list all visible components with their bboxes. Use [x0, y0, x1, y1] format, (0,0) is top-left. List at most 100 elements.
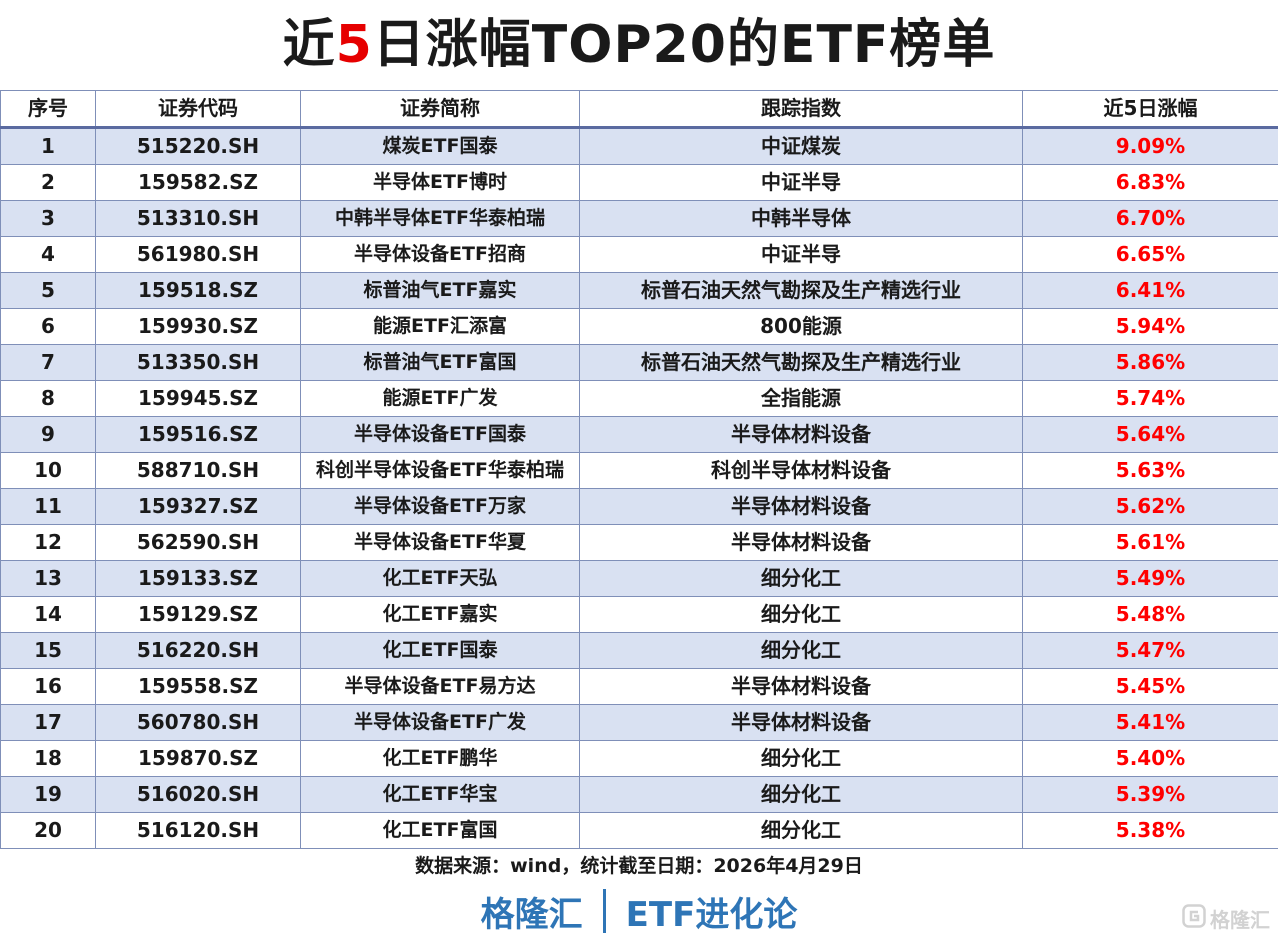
cell-name: 能源ETF广发	[300, 380, 580, 417]
cell-change: 6.83%	[1022, 164, 1278, 201]
table-header-row: 序号 证券代码 证券简称 跟踪指数 近5日涨幅	[0, 90, 1278, 129]
cell-name: 半导体设备ETF国泰	[300, 416, 580, 453]
cell-index: 细分化工	[579, 560, 1023, 597]
source-note: 数据来源：wind，统计截至日期：2026年4月29日	[415, 855, 863, 877]
table-row: 19 516020.SH 化工ETF华宝 细分化工 5.39%	[0, 776, 1278, 813]
table-row: 2 159582.SZ 半导体ETF博时 中证半导 6.83%	[0, 164, 1278, 201]
cell-rank: 17	[0, 704, 96, 741]
cell-change: 9.09%	[1022, 127, 1278, 165]
cell-rank: 1	[0, 127, 96, 165]
cell-change: 5.38%	[1022, 812, 1278, 849]
table-row: 15 516220.SH 化工ETF国泰 细分化工 5.47%	[0, 632, 1278, 669]
cell-rank: 11	[0, 488, 96, 525]
cell-index: 半导体材料设备	[579, 488, 1023, 525]
cell-name: 化工ETF富国	[300, 812, 580, 849]
cell-code: 159516.SZ	[95, 416, 301, 453]
table-row: 1 515220.SH 煤炭ETF国泰 中证煤炭 9.09%	[0, 127, 1278, 165]
cell-change: 5.94%	[1022, 308, 1278, 345]
cell-change: 5.86%	[1022, 344, 1278, 381]
watermark-text: 格隆汇	[1210, 908, 1270, 932]
footer-brand-name: 格隆汇	[480, 894, 583, 935]
cell-index: 半导体材料设备	[579, 668, 1023, 705]
title-prefix: 近	[282, 15, 336, 75]
cell-name: 半导体设备ETF广发	[300, 704, 580, 741]
cell-rank: 18	[0, 740, 96, 777]
header-change: 近5日涨幅	[1022, 90, 1278, 129]
table-row: 18 159870.SZ 化工ETF鹏华 细分化工 5.40%	[0, 740, 1278, 777]
cell-name: 半导体ETF博时	[300, 164, 580, 201]
cell-code: 515220.SH	[95, 127, 301, 165]
table-row: 7 513350.SH 标普油气ETF富国 标普石油天然气勘探及生产精选行业 5.86%	[0, 344, 1278, 381]
cell-name: 标普油气ETF富国	[300, 344, 580, 381]
cell-code: 588710.SH	[95, 452, 301, 489]
cell-index: 半导体材料设备	[579, 704, 1023, 741]
cell-name: 标普油气ETF嘉实	[300, 272, 580, 309]
cell-change: 6.41%	[1022, 272, 1278, 309]
cell-change: 5.74%	[1022, 380, 1278, 417]
table-row: 11 159327.SZ 半导体设备ETF万家 半导体材料设备 5.62%	[0, 488, 1278, 525]
cell-name: 半导体设备ETF万家	[300, 488, 580, 525]
cell-index: 标普石油天然气勘探及生产精选行业	[579, 272, 1023, 309]
cell-code: 516220.SH	[95, 632, 301, 669]
cell-code: 516020.SH	[95, 776, 301, 813]
cell-index: 中证煤炭	[579, 127, 1023, 165]
cell-name: 中韩半导体ETF华泰柏瑞	[300, 200, 580, 237]
cell-change: 5.45%	[1022, 668, 1278, 705]
cell-rank: 16	[0, 668, 96, 705]
cell-name: 半导体设备ETF华夏	[300, 524, 580, 561]
cell-code: 560780.SH	[95, 704, 301, 741]
table-row: 4 561980.SH 半导体设备ETF招商 中证半导 6.65%	[0, 236, 1278, 273]
cell-name: 半导体设备ETF易方达	[300, 668, 580, 705]
cell-index: 800能源	[579, 308, 1023, 345]
table-row: 14 159129.SZ 化工ETF嘉实 细分化工 5.48%	[0, 596, 1278, 633]
cell-change: 5.63%	[1022, 452, 1278, 489]
cell-rank: 4	[0, 236, 96, 273]
cell-name: 煤炭ETF国泰	[300, 127, 580, 165]
cell-rank: 20	[0, 812, 96, 849]
cell-name: 化工ETF天弘	[300, 560, 580, 597]
table-row: 20 516120.SH 化工ETF富国 细分化工 5.38%	[0, 812, 1278, 849]
cell-index: 中证半导	[579, 236, 1023, 273]
header-rank: 序号	[0, 90, 96, 129]
cell-change: 6.70%	[1022, 200, 1278, 237]
cell-code: 159518.SZ	[95, 272, 301, 309]
cell-change: 5.61%	[1022, 524, 1278, 561]
cell-rank: 5	[0, 272, 96, 309]
etf-ranking-table: 序号 证券代码 证券简称 跟踪指数 近5日涨幅 1 515220.SH 煤炭ETF国…	[0, 90, 1278, 849]
table-row: 5 159518.SZ 标普油气ETF嘉实 标普石油天然气勘探及生产精选行业 6.41%	[0, 272, 1278, 309]
cell-code: 516120.SH	[95, 812, 301, 849]
cell-code: 159930.SZ	[95, 308, 301, 345]
cell-code: 159133.SZ	[95, 560, 301, 597]
cell-index: 细分化工	[579, 776, 1023, 813]
cell-rank: 10	[0, 452, 96, 489]
table-row: 3 513310.SH 中韩半导体ETF华泰柏瑞 中韩半导体 6.70%	[0, 200, 1278, 237]
table-row: 16 159558.SZ 半导体设备ETF易方达 半导体材料设备 5.45%	[0, 668, 1278, 705]
title-highlight: 5	[335, 15, 373, 75]
cell-change: 5.49%	[1022, 560, 1278, 597]
cell-index: 细分化工	[579, 632, 1023, 669]
cell-rank: 9	[0, 416, 96, 453]
cell-rank: 12	[0, 524, 96, 561]
cell-change: 6.65%	[1022, 236, 1278, 273]
cell-index: 中韩半导体	[579, 200, 1023, 237]
cell-index: 细分化工	[579, 740, 1023, 777]
footer-divider	[602, 889, 606, 933]
cell-index: 半导体材料设备	[579, 524, 1023, 561]
cell-code: 159558.SZ	[95, 668, 301, 705]
cell-change: 5.40%	[1022, 740, 1278, 777]
cell-index: 细分化工	[579, 812, 1023, 849]
title-suffix: 日涨幅TOP20的ETF榜单	[372, 15, 996, 75]
cell-rank: 14	[0, 596, 96, 633]
cell-change: 5.39%	[1022, 776, 1278, 813]
cell-code: 159870.SZ	[95, 740, 301, 777]
cell-rank: 15	[0, 632, 96, 669]
cell-change: 5.62%	[1022, 488, 1278, 525]
cell-code: 159945.SZ	[95, 380, 301, 417]
cell-code: 159327.SZ	[95, 488, 301, 525]
table-row: 12 562590.SH 半导体设备ETF华夏 半导体材料设备 5.61%	[0, 524, 1278, 561]
cell-name: 科创半导体设备ETF华泰柏瑞	[300, 452, 580, 489]
table-row: 17 560780.SH 半导体设备ETF广发 半导体材料设备 5.41%	[0, 704, 1278, 741]
cell-code: 513310.SH	[95, 200, 301, 237]
table-row: 13 159133.SZ 化工ETF天弘 细分化工 5.49%	[0, 560, 1278, 597]
cell-code: 159129.SZ	[95, 596, 301, 633]
